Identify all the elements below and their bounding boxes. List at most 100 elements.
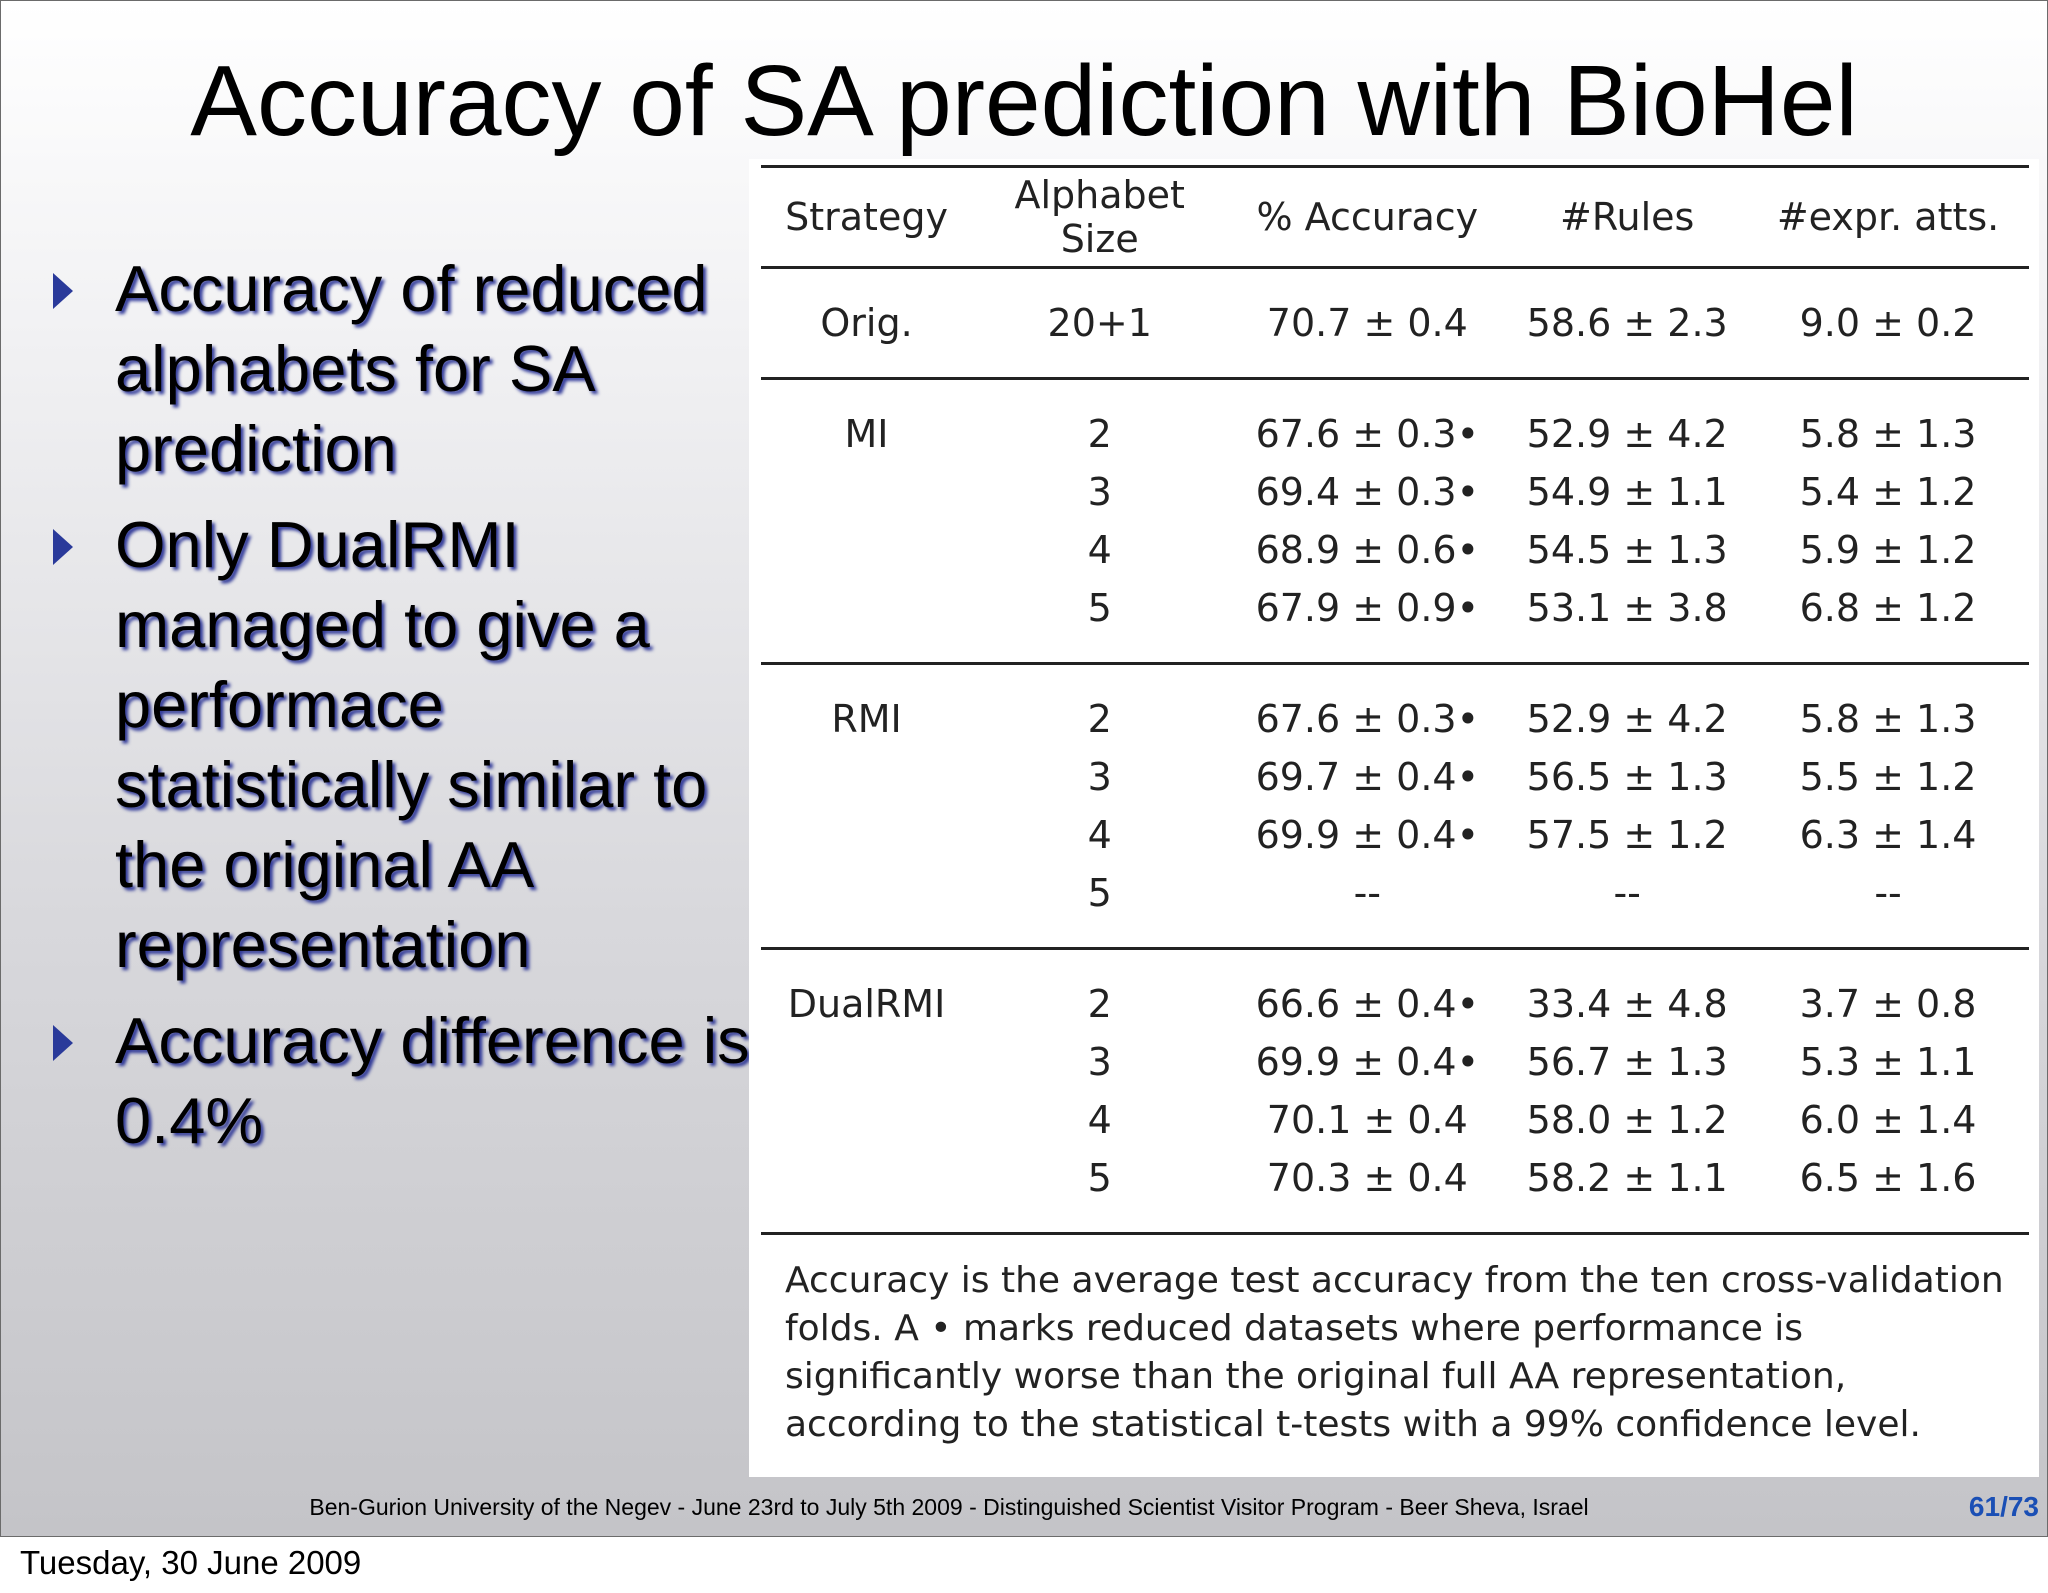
cell-accuracy: 69.4 ± 0.3•	[1255, 470, 1480, 514]
cell-strategy	[761, 748, 972, 806]
table-row: RMI 2 67.6 ± 0.3• 52.9 ± 4.2 5.8 ± 1.3	[761, 664, 2029, 749]
bullet-item: Accuracy of reduced alphabets for SA pre…	[51, 249, 751, 489]
cell-strategy	[761, 463, 972, 521]
header-strategy: Strategy	[761, 165, 973, 269]
cell-strategy	[761, 1033, 972, 1091]
cell-alphabet-size: 3	[1087, 755, 1112, 799]
cell-strategy: DualRMI	[787, 982, 946, 1026]
cell-rules: 54.9 ± 1.1	[1526, 470, 1728, 514]
cell-alphabet-size: 5	[972, 1149, 1228, 1235]
table-body: Orig. 20+1 70.7 ± 0.4 58.6 ± 2.3 9.0 ± 0.2 MI…	[761, 267, 2029, 1235]
table-caption: Accuracy is the average test accuracy fr…	[785, 1260, 2004, 1445]
table-row: 4 69.9 ± 0.4• 57.5 ± 1.2 6.3 ± 1.4	[761, 806, 2029, 864]
slide-title: Accuracy of SA prediction with BioHel	[190, 45, 1858, 157]
cell-alphabet-size: 4	[1087, 528, 1112, 572]
cell-strategy	[761, 864, 973, 950]
cell-rules: --	[1507, 864, 1748, 950]
cell-rules: 58.6 ± 2.3	[1507, 267, 1748, 380]
table-row: Orig. 20+1 70.7 ± 0.4 58.6 ± 2.3 9.0 ± 0.2	[761, 267, 2029, 380]
cell-strategy: MI	[844, 412, 889, 456]
cell-accuracy: --	[1227, 864, 1508, 950]
cell-rules: 58.0 ± 1.2	[1526, 1098, 1728, 1142]
cell-rules: 52.9 ± 4.2	[1526, 412, 1728, 456]
table-row: DualRMI 2 66.6 ± 0.4• 33.4 ± 4.8 3.7 ± 0.8	[761, 949, 2029, 1034]
cell-rules: 33.4 ± 4.8	[1526, 982, 1728, 1026]
cell-rules: 52.9 ± 4.2	[1526, 697, 1728, 741]
cell-alphabet-size: 5	[972, 579, 1228, 665]
table-row: MI 2 67.6 ± 0.3• 52.9 ± 4.2 5.8 ± 1.3	[761, 379, 2029, 464]
cell-rules: 56.5 ± 1.3	[1526, 755, 1728, 799]
cell-alphabet-size: 2	[1087, 697, 1112, 741]
cell-expr-atts: 6.3 ± 1.4	[1799, 813, 1977, 857]
cell-strategy: RMI	[831, 697, 902, 741]
cell-alphabet-size: 5	[972, 864, 1228, 950]
cell-rules: 56.7 ± 1.3	[1526, 1040, 1728, 1084]
cell-accuracy: 67.6 ± 0.3•	[1255, 697, 1480, 741]
cell-expr-atts: 5.8 ± 1.3	[1799, 412, 1977, 456]
cell-strategy	[761, 579, 973, 665]
cell-accuracy: 70.7 ± 0.4	[1227, 267, 1508, 380]
cell-accuracy: 69.9 ± 0.4•	[1255, 813, 1480, 857]
cell-alphabet-size: 2	[1087, 412, 1112, 456]
bullet-arrow-icon	[53, 273, 73, 309]
cell-expr-atts: 3.7 ± 0.8	[1799, 982, 1977, 1026]
bullet-text: Accuracy of reduced alphabets for SA pre…	[115, 252, 708, 485]
cell-expr-atts: 5.8 ± 1.3	[1799, 697, 1977, 741]
page-number: 61/73	[1968, 1491, 2039, 1522]
table-row: 5 70.3 ± 0.4 58.2 ± 1.1 6.5 ± 1.6	[761, 1149, 2029, 1235]
cell-strategy	[761, 1091, 972, 1149]
table-header-row: Strategy Alphabet Size % Accuracy #Rules…	[761, 165, 2029, 269]
cell-alphabet-size: 3	[1087, 470, 1112, 514]
cell-strategy: Orig.	[761, 267, 973, 380]
cell-alphabet-size: 20+1	[972, 267, 1228, 380]
cell-accuracy: 68.9 ± 0.6•	[1255, 528, 1480, 572]
table-row: 5 -- -- --	[761, 864, 2029, 950]
cell-expr-atts: 5.4 ± 1.2	[1799, 470, 1977, 514]
cell-accuracy: 67.6 ± 0.3•	[1255, 412, 1480, 456]
bullet-text: Accuracy difference is 0.4%	[115, 1004, 750, 1157]
cell-strategy	[761, 521, 972, 579]
bullet-arrow-icon	[53, 529, 73, 565]
cell-alphabet-size: 4	[1087, 1098, 1112, 1142]
bullet-text: Only DualRMI managed to give a performac…	[115, 508, 708, 981]
bullet-arrow-icon	[53, 1025, 73, 1061]
header-expr-atts: #expr. atts.	[1747, 165, 2029, 269]
table-row: 4 70.1 ± 0.4 58.0 ± 1.2 6.0 ± 1.4	[761, 1091, 2029, 1149]
table-row: 5 67.9 ± 0.9• 53.1 ± 3.8 6.8 ± 1.2	[761, 579, 2029, 665]
header-alphabet-size: Alphabet Size	[972, 165, 1228, 269]
cell-alphabet-size: 4	[1087, 813, 1112, 857]
cell-expr-atts: 5.5 ± 1.2	[1799, 755, 1977, 799]
cell-rules: 57.5 ± 1.2	[1526, 813, 1728, 857]
cell-accuracy: 70.3 ± 0.4	[1227, 1149, 1508, 1235]
cell-expr-atts: 6.5 ± 1.6	[1747, 1149, 2029, 1235]
header-rules: #Rules	[1507, 165, 1748, 269]
results-table-figure: Strategy Alphabet Size % Accuracy #Rules…	[749, 159, 2039, 1477]
cell-accuracy: 66.6 ± 0.4•	[1255, 982, 1480, 1026]
table-row: 3 69.9 ± 0.4• 56.7 ± 1.3 5.3 ± 1.1	[761, 1033, 2029, 1091]
cell-rules: 58.2 ± 1.1	[1507, 1149, 1748, 1235]
cell-alphabet-size: 2	[1087, 982, 1112, 1026]
slide: Accuracy of SA prediction with BioHel Ac…	[0, 0, 2048, 1537]
table-row: 3 69.4 ± 0.3• 54.9 ± 1.1 5.4 ± 1.2	[761, 463, 2029, 521]
cell-expr-atts: 6.8 ± 1.2	[1747, 579, 2029, 665]
cell-alphabet-size: 3	[1087, 1040, 1112, 1084]
results-table: Strategy Alphabet Size % Accuracy #Rules…	[761, 165, 2029, 1235]
cell-expr-atts: 5.3 ± 1.1	[1799, 1040, 1977, 1084]
bullet-item: Only DualRMI managed to give a performac…	[51, 505, 751, 985]
slide-footer: Ben-Gurion University of the Negev - Jun…	[1, 1494, 2047, 1521]
cell-accuracy: 70.1 ± 0.4	[1266, 1098, 1468, 1142]
cell-accuracy: 69.9 ± 0.4•	[1255, 1040, 1480, 1084]
header-accuracy: % Accuracy	[1227, 165, 1508, 269]
cell-expr-atts: 5.9 ± 1.2	[1799, 528, 1977, 572]
cell-expr-atts: --	[1747, 864, 2029, 950]
table-row: 3 69.7 ± 0.4• 56.5 ± 1.3 5.5 ± 1.2	[761, 748, 2029, 806]
cell-strategy	[761, 806, 972, 864]
cell-rules: 54.5 ± 1.3	[1526, 528, 1728, 572]
cell-accuracy: 67.9 ± 0.9•	[1227, 579, 1508, 665]
cell-strategy	[761, 1149, 973, 1235]
date-label: Tuesday, 30 June 2009	[20, 1544, 362, 1581]
bullet-item: Accuracy difference is 0.4%	[51, 1001, 751, 1161]
cell-expr-atts: 9.0 ± 0.2	[1747, 267, 2029, 380]
cell-accuracy: 69.7 ± 0.4•	[1255, 755, 1480, 799]
cell-rules: 53.1 ± 3.8	[1507, 579, 1748, 665]
